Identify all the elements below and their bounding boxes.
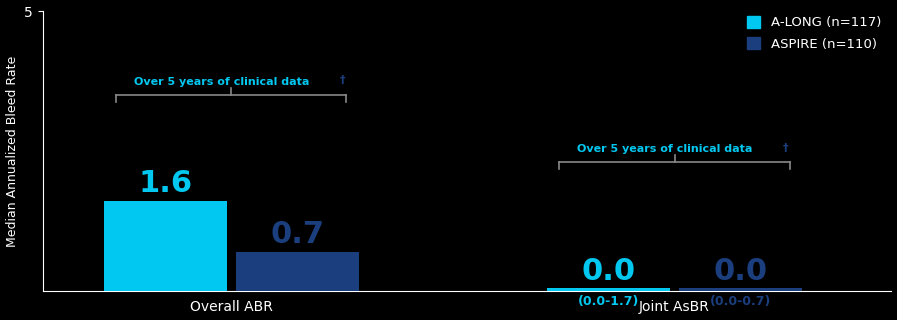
Text: 0.7: 0.7: [270, 220, 324, 249]
Text: Over 5 years of clinical data: Over 5 years of clinical data: [578, 144, 753, 154]
Text: 0.0: 0.0: [713, 257, 768, 286]
Text: 1.6: 1.6: [138, 169, 192, 198]
Text: †: †: [340, 76, 345, 85]
Text: (0.0-0.7): (0.0-0.7): [710, 294, 771, 308]
Bar: [236, 252, 359, 291]
Text: Over 5 years of clinical data: Over 5 years of clinical data: [134, 76, 309, 87]
Text: 0.0: 0.0: [581, 257, 636, 286]
Text: (0.0-4.7): (0.0-4.7): [135, 208, 196, 221]
Text: †: †: [783, 143, 788, 153]
Text: (0.0-2.7): (0.0-2.7): [266, 258, 328, 271]
Y-axis label: Median Annualized Bleed Rate: Median Annualized Bleed Rate: [5, 55, 19, 246]
Bar: [679, 289, 802, 291]
Text: (0.0-1.7): (0.0-1.7): [578, 294, 640, 308]
Bar: [104, 201, 227, 291]
Legend: A-LONG (n=117), ASPIRE (n=110): A-LONG (n=117), ASPIRE (n=110): [743, 12, 884, 55]
Bar: [547, 289, 670, 291]
